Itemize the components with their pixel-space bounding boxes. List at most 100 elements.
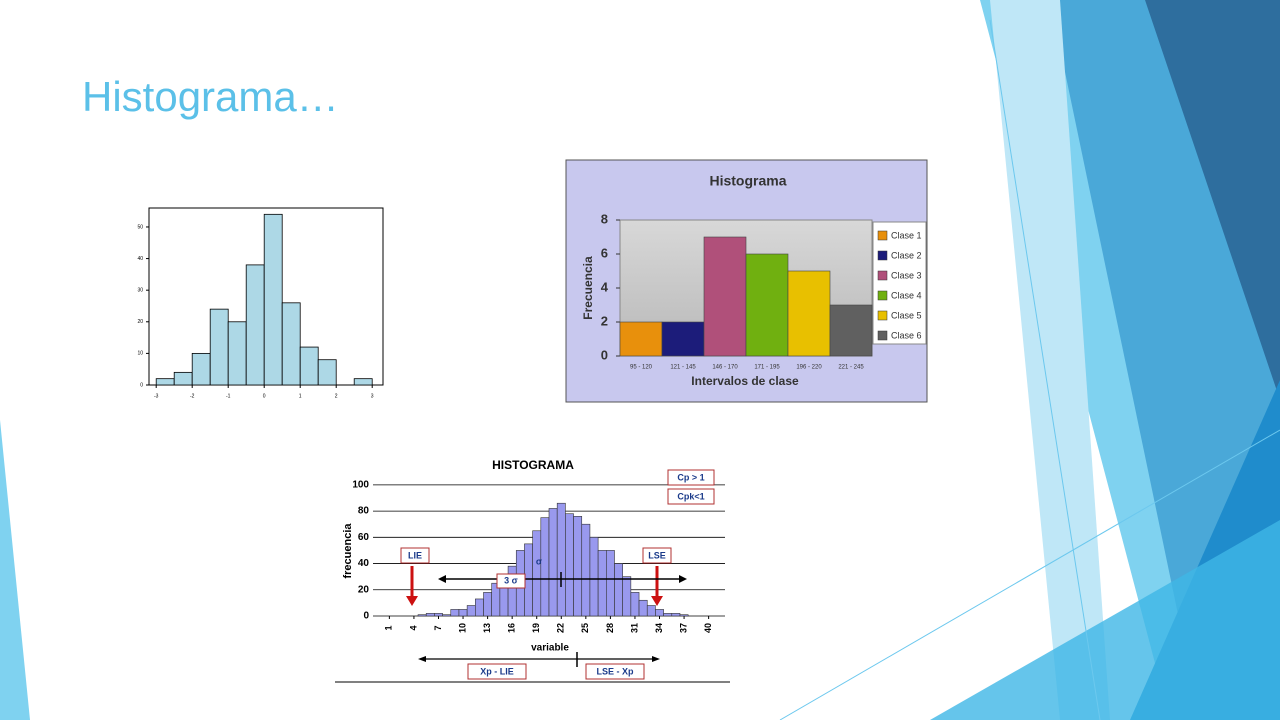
arrow-head xyxy=(652,656,660,662)
bar xyxy=(524,543,533,617)
annotation: 3 σ xyxy=(504,575,518,585)
legend-swatch xyxy=(877,230,888,241)
x-tick-label: 171 - 195 xyxy=(754,365,780,371)
y-tick-label: 20 xyxy=(137,319,143,325)
y-tick-label: 100 xyxy=(352,480,369,491)
bar xyxy=(450,609,460,617)
legend-swatch xyxy=(877,250,888,261)
y-tick-label: 10 xyxy=(137,351,143,357)
bar xyxy=(458,609,468,617)
bar xyxy=(281,302,301,386)
x-tick-label: 95 - 120 xyxy=(630,365,653,371)
x-tick-label: 34 xyxy=(654,623,664,633)
arrow-head xyxy=(418,656,426,662)
bar xyxy=(589,537,599,617)
arrow-head xyxy=(406,596,418,606)
y-tick-label: 0 xyxy=(363,611,369,622)
bar xyxy=(661,321,705,357)
annotation-box xyxy=(400,547,430,564)
x-tick-label: 13 xyxy=(482,623,492,633)
x-tick-label: 4 xyxy=(408,625,418,630)
x-tick-label: 196 - 220 xyxy=(796,365,822,371)
bar xyxy=(703,236,747,357)
y-tick-label: 40 xyxy=(358,558,370,569)
x-tick-label: 3 xyxy=(371,393,374,399)
x-tick-label: -3 xyxy=(154,393,159,399)
x-tick-label: 40 xyxy=(703,623,713,633)
annotation: σ xyxy=(536,556,542,566)
bar xyxy=(209,308,229,386)
bar xyxy=(540,517,550,617)
annotation: LSE xyxy=(648,550,666,560)
arrow-head xyxy=(651,596,663,606)
y-tick-label: 20 xyxy=(358,584,370,595)
bar xyxy=(655,609,664,617)
annotation-box xyxy=(642,547,672,564)
bar xyxy=(532,530,542,617)
legend-label: Clase 3 xyxy=(891,270,922,280)
bar xyxy=(671,613,681,617)
bar xyxy=(227,321,247,386)
x-axis-label: variable xyxy=(531,643,569,654)
bar xyxy=(581,523,591,617)
y-tick-label: 0 xyxy=(140,382,143,388)
x-tick-label: 1 xyxy=(299,393,302,399)
arrow-head xyxy=(438,575,446,583)
bar xyxy=(317,359,337,386)
y-tick-label: 40 xyxy=(137,256,143,262)
x-tick-label: 221 - 245 xyxy=(838,365,864,371)
x-tick-label: 28 xyxy=(605,623,615,633)
bar xyxy=(155,378,175,386)
y-tick-label: 2 xyxy=(601,313,608,328)
legend-swatch xyxy=(877,310,888,321)
bar xyxy=(466,605,476,617)
y-axis-label: frecuencia xyxy=(342,523,354,579)
bar xyxy=(556,502,566,617)
y-tick-label: 30 xyxy=(137,288,143,294)
y-tick-label: 60 xyxy=(358,532,370,543)
bar xyxy=(425,613,435,617)
bar xyxy=(573,516,583,617)
x-tick-label: 2 xyxy=(335,393,338,399)
legend-label: Clase 4 xyxy=(891,290,922,300)
annotation-box xyxy=(467,663,527,680)
x-tick-label: 22 xyxy=(556,623,566,633)
bar xyxy=(829,304,873,357)
legend-label: Clase 6 xyxy=(891,330,922,340)
x-tick-label: 37 xyxy=(678,623,688,633)
bar xyxy=(614,563,623,617)
arrow-head xyxy=(679,575,687,583)
bar xyxy=(606,550,615,617)
bar xyxy=(565,513,574,617)
x-tick-label: -2 xyxy=(190,393,195,399)
bar xyxy=(619,321,663,357)
bar xyxy=(638,599,648,617)
legend-label: Clase 5 xyxy=(891,310,922,320)
y-axis-label: Frecuencia xyxy=(581,256,595,320)
bar xyxy=(679,614,689,617)
x-tick-label: 10 xyxy=(457,623,467,633)
x-tick-label: 146 - 170 xyxy=(712,365,738,371)
bar xyxy=(630,592,640,617)
bar xyxy=(483,592,492,617)
chart-title: Histograma xyxy=(709,173,786,189)
bar xyxy=(191,352,211,386)
chart-title: HISTOGRAMA xyxy=(492,458,574,472)
x-axis-label: Intervalos de clase xyxy=(691,374,799,388)
bar xyxy=(475,598,484,617)
bar xyxy=(646,605,656,617)
annotation: Cpk<1 xyxy=(677,491,704,501)
bar xyxy=(245,264,265,386)
legend-swatch xyxy=(877,270,888,281)
bar xyxy=(787,270,831,357)
bar xyxy=(417,614,427,617)
annotation: LIE xyxy=(408,550,422,560)
y-tick-label: 8 xyxy=(601,211,608,226)
annotation-box xyxy=(667,469,715,486)
x-tick-label: 16 xyxy=(507,623,517,633)
bar xyxy=(263,213,283,386)
y-tick-label: 0 xyxy=(601,347,608,362)
bar xyxy=(353,378,373,386)
